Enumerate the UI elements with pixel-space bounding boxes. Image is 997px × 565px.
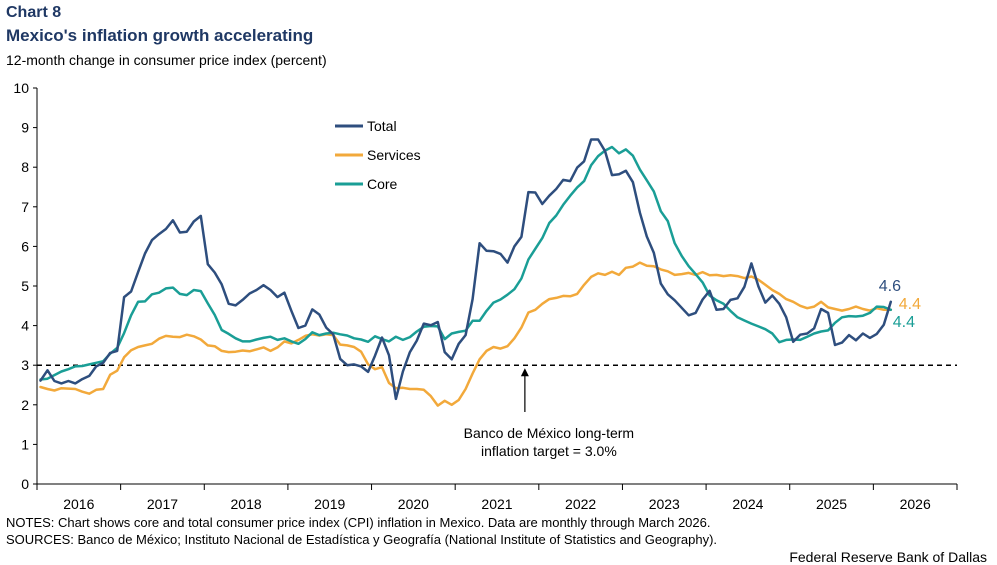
x-tick-label: 2017	[147, 496, 178, 512]
series-line-core	[39, 145, 893, 381]
target-annotation-text: Banco de México long-term	[464, 425, 634, 441]
chart-notes: NOTES: Chart shows core and total consum…	[6, 515, 711, 530]
chart-label: Chart 8	[6, 4, 62, 21]
y-tick-label: 10	[13, 80, 29, 96]
y-tick-label: 8	[21, 159, 29, 175]
end-label-core: 4.4	[893, 314, 915, 331]
x-tick-label: 2026	[900, 496, 931, 512]
x-tick-label: 2022	[565, 496, 596, 512]
y-tick-label: 3	[21, 357, 29, 373]
y-tick-label: 5	[21, 278, 29, 294]
x-tick-label: 2024	[732, 496, 763, 512]
series-line-total	[39, 138, 893, 401]
chart-credit: Federal Reserve Bank of Dallas	[789, 549, 987, 565]
target-annotation-text: inflation target = 3.0%	[481, 443, 617, 459]
end-label-total: 4.6	[879, 278, 901, 295]
x-tick-label: 2020	[398, 496, 429, 512]
x-tick-label: 2021	[481, 496, 512, 512]
legend-label-total: Total	[367, 118, 397, 134]
y-tick-label: 0	[21, 476, 29, 492]
y-tick-label: 9	[21, 120, 29, 136]
y-tick-label: 1	[21, 436, 29, 452]
target-annotation-arrow-head	[520, 368, 529, 377]
legend-label-core: Core	[367, 176, 398, 192]
end-label-services: 4.4	[899, 296, 921, 313]
chart-sources: SOURCES: Banco de México; Instituto Naci…	[6, 532, 718, 547]
chart-subtitle: 12-month change in consumer price index …	[6, 52, 327, 68]
x-tick-label: 2018	[231, 496, 262, 512]
y-tick-label: 7	[21, 199, 29, 215]
x-tick-label: 2016	[63, 496, 94, 512]
x-tick-label: 2019	[314, 496, 345, 512]
y-tick-label: 2	[21, 397, 29, 413]
legend-label-services: Services	[367, 147, 421, 163]
chart-title: Mexico's inflation growth accelerating	[6, 26, 314, 45]
series-line-services	[39, 261, 893, 407]
y-tick-label: 4	[21, 318, 29, 334]
x-tick-label: 2023	[649, 496, 680, 512]
y-tick-label: 6	[21, 238, 29, 254]
x-tick-label: 2025	[816, 496, 847, 512]
